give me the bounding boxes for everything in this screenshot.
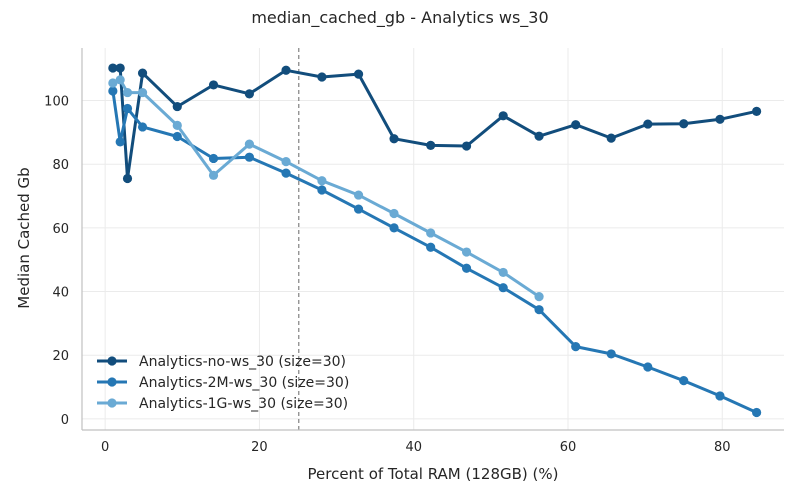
- series-1-point-20: [752, 407, 762, 418]
- y-tick-label-4: 80: [52, 158, 69, 173]
- series-0-point-18: [679, 119, 689, 129]
- legend-label-2: Analytics-1G-ws_30 (size=30): [139, 396, 348, 412]
- series-0-point-13: [498, 111, 508, 121]
- x-tick-label-4: 80: [714, 440, 731, 455]
- legend-entry-0: Analytics-no-ws_30 (size=30): [97, 354, 346, 370]
- legend-entry-1: Analytics-2M-ws_30 (size=30): [97, 375, 349, 391]
- series-1-point-17: [643, 362, 653, 372]
- series-2-point-1: [115, 75, 125, 85]
- series-1-point-15: [571, 341, 581, 352]
- series-0-point-6: [244, 89, 254, 99]
- series-1-point-13: [498, 283, 508, 293]
- series-0-point-16: [606, 133, 616, 143]
- legend: Analytics-no-ws_30 (size=30) Analytics-2M…: [97, 354, 349, 412]
- series-1-point-19: [715, 391, 725, 401]
- legend-label-0: Analytics-no-ws_30 (size=30): [139, 354, 346, 370]
- series-2-point-4: [172, 120, 182, 130]
- series-2-point-3: [137, 87, 148, 98]
- series-2-point-10: [389, 208, 399, 219]
- series-1-point-6: [244, 152, 254, 162]
- tick-labels: 0 20 40 60 80 0 20 40 60 80 100: [44, 95, 730, 455]
- chart-title: median_cached_gb - Analytics ws_30: [251, 8, 548, 28]
- series-2-point-6: [244, 139, 254, 149]
- series-0-point-20: [752, 106, 762, 116]
- series-1-point-5: [208, 153, 219, 164]
- series-layer: [108, 63, 762, 418]
- y-tick-label-5: 100: [44, 95, 69, 110]
- axes-spines: [81, 48, 784, 431]
- series-1-point-3: [137, 122, 148, 132]
- series-0-point-9: [353, 69, 364, 79]
- y-tick-label-2: 40: [52, 286, 69, 301]
- series-1-point-1: [115, 137, 125, 147]
- series-0-point-1: [115, 63, 125, 73]
- series-0-point-15: [571, 120, 581, 130]
- series-1-point-10: [389, 223, 399, 233]
- series-1: [108, 86, 762, 418]
- series-1-point-18: [679, 376, 689, 386]
- series-2-point-0: [108, 78, 118, 88]
- series-2-point-5: [208, 170, 219, 180]
- series-1-point-11: [426, 242, 436, 252]
- series-0-point-11: [426, 140, 436, 151]
- series-0-point-10: [389, 134, 399, 144]
- series-1-point-0: [108, 86, 118, 96]
- series-0-point-3: [137, 68, 148, 78]
- series-0: [108, 63, 762, 184]
- x-tick-label-3: 60: [560, 440, 577, 455]
- series-1-point-8: [317, 185, 327, 195]
- legend-swatch-marker-0: [107, 356, 117, 366]
- series-1-point-7: [281, 168, 291, 178]
- series-0-point-14: [534, 131, 544, 141]
- series-2-point-2: [122, 87, 133, 98]
- grid-layer: [82, 48, 784, 430]
- series-2-point-13: [498, 267, 508, 278]
- y-axis-label: Median Cached Gb: [15, 167, 33, 308]
- x-axis-label: Percent of Total RAM (128GB) (%): [308, 465, 559, 483]
- series-1-point-16: [606, 349, 616, 359]
- x-tick-label-0: 0: [101, 440, 109, 455]
- series-0-point-8: [317, 72, 327, 82]
- series-1-point-2: [122, 103, 133, 114]
- series-2-point-9: [353, 190, 364, 200]
- legend-label-1: Analytics-2M-ws_30 (size=30): [139, 375, 349, 391]
- x-tick-label-2: 40: [405, 440, 422, 455]
- series-0-point-7: [281, 65, 291, 75]
- series-0-point-17: [643, 119, 653, 129]
- y-tick-label-1: 20: [52, 349, 69, 364]
- series-0-point-2: [122, 173, 133, 184]
- series-0-point-0: [108, 63, 118, 73]
- series-0-point-19: [715, 114, 725, 124]
- series-0-point-4: [172, 101, 182, 112]
- series-2: [108, 75, 544, 302]
- legend-swatch-marker-2: [107, 398, 117, 408]
- series-2-point-8: [317, 176, 327, 186]
- x-tick-label-1: 20: [251, 440, 268, 455]
- y-tick-label-0: 0: [61, 413, 69, 428]
- series-0-point-5: [208, 80, 219, 90]
- legend-swatch-marker-1: [107, 377, 117, 387]
- series-1-point-9: [353, 204, 364, 214]
- series-1-point-4: [172, 131, 182, 142]
- series-2-point-7: [281, 157, 291, 167]
- legend-entry-2: Analytics-1G-ws_30 (size=30): [97, 396, 348, 412]
- series-1-point-14: [534, 305, 544, 315]
- series-0-point-12: [461, 141, 472, 151]
- series-1-point-12: [461, 263, 472, 273]
- series-2-point-14: [534, 292, 544, 302]
- y-tick-label-3: 60: [52, 222, 69, 237]
- series-2-point-12: [461, 247, 472, 257]
- series-2-point-11: [426, 228, 436, 238]
